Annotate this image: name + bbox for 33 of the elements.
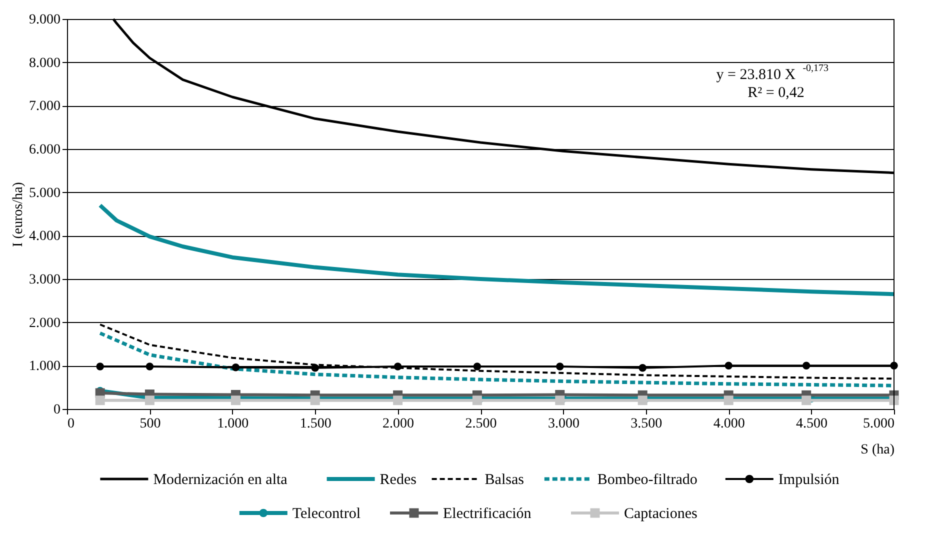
y-tick-label: 5.000 <box>29 186 60 201</box>
legend-label: Redes <box>380 472 417 488</box>
x-tick-label: 4.000 <box>713 416 745 432</box>
y-tick-label: 7.000 <box>29 99 60 114</box>
legend-label: Bombeo-filtrado <box>597 472 698 488</box>
y-tick-label: 6.000 <box>29 142 60 158</box>
x-tick-label: 1.000 <box>217 416 249 432</box>
legend-label: Captaciones <box>624 506 698 522</box>
legend-label: Telecontrol <box>292 506 360 522</box>
annotation: R² = 0,42 <box>748 85 804 101</box>
x-tick-label: 0 <box>68 416 74 432</box>
legend-label: Modernización en alta <box>153 472 288 488</box>
y-tick-label: 0 <box>54 402 60 418</box>
x-tick-label: 2.000 <box>382 416 414 432</box>
x-tick-label: 5.000 <box>863 416 894 432</box>
x-tick-label: 3.000 <box>548 416 580 432</box>
y-tick-label: 4.000 <box>29 229 60 244</box>
x-tick-label: 3.500 <box>630 416 662 432</box>
legend-label: Impulsión <box>778 472 840 488</box>
legend-label: Balsas <box>484 472 524 488</box>
y-tick-label: 2.000 <box>29 316 60 331</box>
y-tick-label: 9.000 <box>29 12 60 28</box>
y-tick-label: 1.000 <box>29 359 60 374</box>
x-axis-title: S (ha) <box>860 442 895 458</box>
x-tick-label: 1.500 <box>300 416 332 432</box>
y-tick-label: 8.000 <box>29 56 60 71</box>
legend-label: Electrificación <box>443 506 532 522</box>
y-axis-title: I (euros/ha) <box>11 182 26 247</box>
y-tick-label: 3.000 <box>29 272 60 288</box>
x-tick-label: 4.500 <box>796 416 828 432</box>
x-tick-label: 2.500 <box>465 416 497 432</box>
x-tick-label: 500 <box>140 416 161 432</box>
annotation: y = 23.810 X-0,173 <box>716 63 829 83</box>
